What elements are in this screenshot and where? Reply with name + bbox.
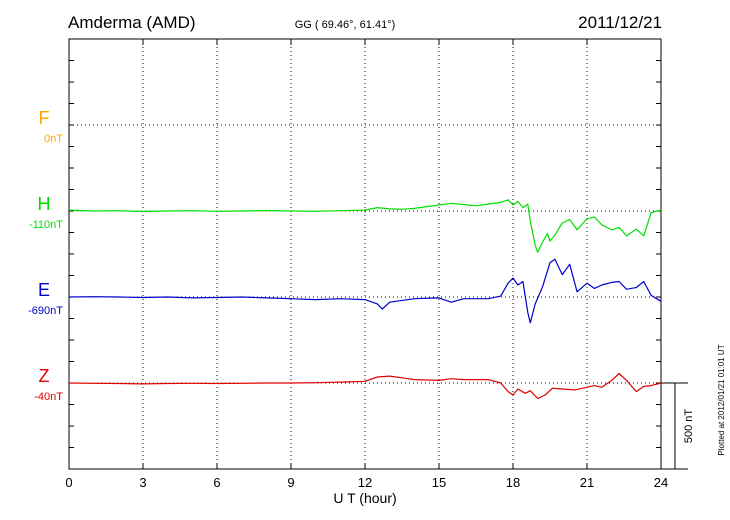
- baseline-value-e: -690nT: [28, 305, 63, 317]
- series-line-z: [68, 372, 662, 400]
- x-ticks: 0 3 6 9 12 15 18 21 24: [65, 39, 668, 490]
- scale-bar-label: 500 nT: [683, 409, 695, 444]
- series-line-h: [68, 199, 662, 253]
- date-label: 2011/12/21: [578, 13, 662, 32]
- baseline-value-f: 0nT: [44, 133, 63, 145]
- x-tick-label: 3: [139, 475, 146, 490]
- scale-bar: 500 nT: [661, 382, 695, 470]
- x-axis-label: U T (hour): [333, 490, 396, 506]
- component-label-h: H: [38, 194, 51, 214]
- baseline-value-z: -40nT: [34, 391, 63, 403]
- coordinates-label: GG ( 69.46°, 61.41°): [295, 19, 396, 31]
- plotted-note: Plotted at 2012/01/21 01:01 UT: [717, 344, 726, 455]
- series-lines: [68, 199, 662, 400]
- x-tick-label: 9: [287, 475, 294, 490]
- x-tick-label: 21: [580, 475, 594, 490]
- series-line-e: [68, 258, 662, 324]
- series-labels: F 0nT H -110nT E -690nT Z -40nT: [28, 108, 63, 403]
- x-tick-label: 18: [506, 475, 520, 490]
- station-title: Amderma (AMD): [68, 13, 196, 32]
- grid: [69, 39, 661, 469]
- component-label-z: Z: [39, 366, 50, 386]
- x-tick-label: 0: [65, 475, 72, 490]
- x-tick-label: 6: [213, 475, 220, 490]
- component-label-e: E: [38, 280, 50, 300]
- y-minor-ticks: [69, 38, 661, 470]
- x-tick-label: 12: [358, 475, 372, 490]
- x-tick-label: 15: [432, 475, 446, 490]
- x-tick-label: 24: [654, 475, 668, 490]
- baseline-value-h: -110nT: [29, 219, 63, 231]
- component-label-f: F: [39, 108, 50, 128]
